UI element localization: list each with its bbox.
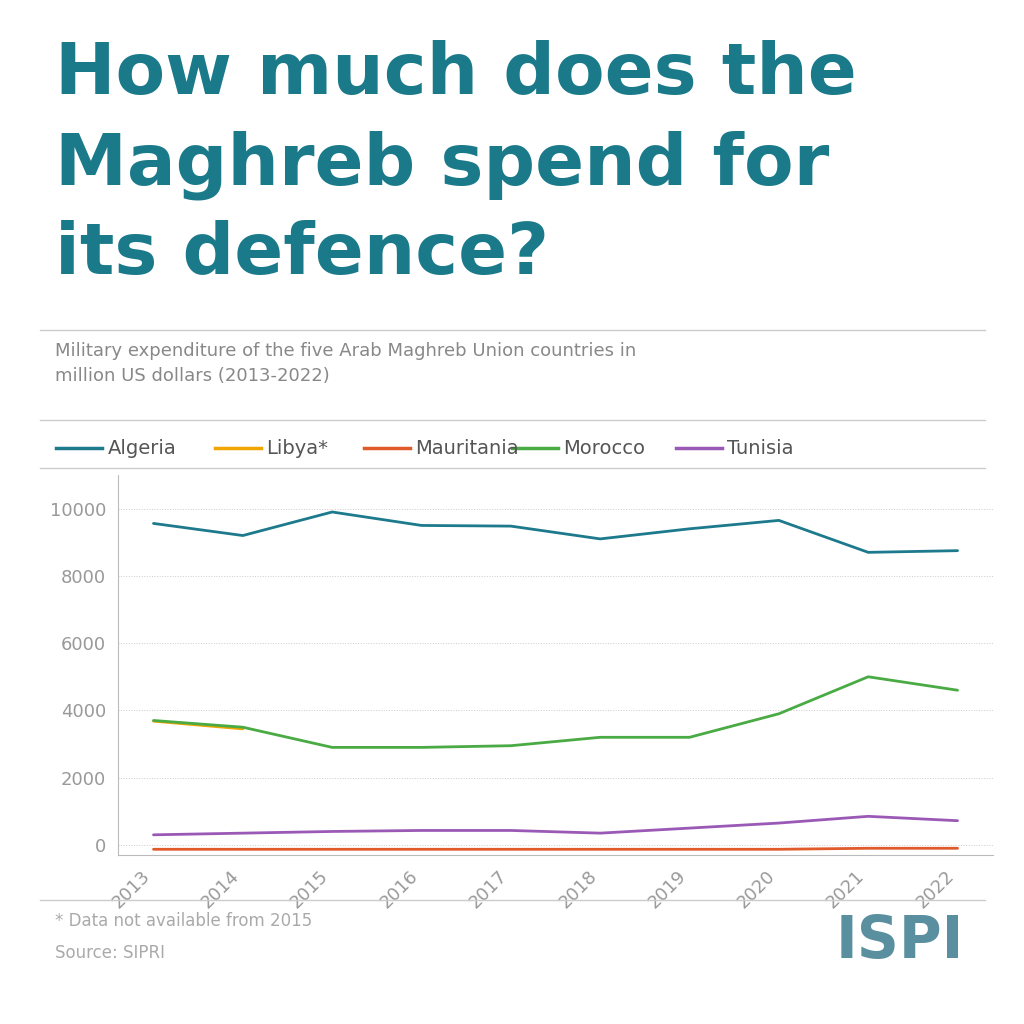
Text: its defence?: its defence? bbox=[55, 220, 549, 289]
Text: * Data not available from 2015: * Data not available from 2015 bbox=[55, 912, 312, 930]
Text: Source: SIPRI: Source: SIPRI bbox=[55, 944, 165, 962]
Text: How much does the: How much does the bbox=[55, 40, 857, 109]
Text: Libya*: Libya* bbox=[266, 438, 329, 458]
Text: Algeria: Algeria bbox=[108, 438, 176, 458]
Text: ISPI: ISPI bbox=[836, 913, 965, 970]
Text: Morocco: Morocco bbox=[563, 438, 645, 458]
Text: Maghreb spend for: Maghreb spend for bbox=[55, 130, 829, 200]
Text: Tunisia: Tunisia bbox=[727, 438, 794, 458]
Text: Mauritania: Mauritania bbox=[415, 438, 518, 458]
Text: Military expenditure of the five Arab Maghreb Union countries in
million US doll: Military expenditure of the five Arab Ma… bbox=[55, 342, 636, 385]
